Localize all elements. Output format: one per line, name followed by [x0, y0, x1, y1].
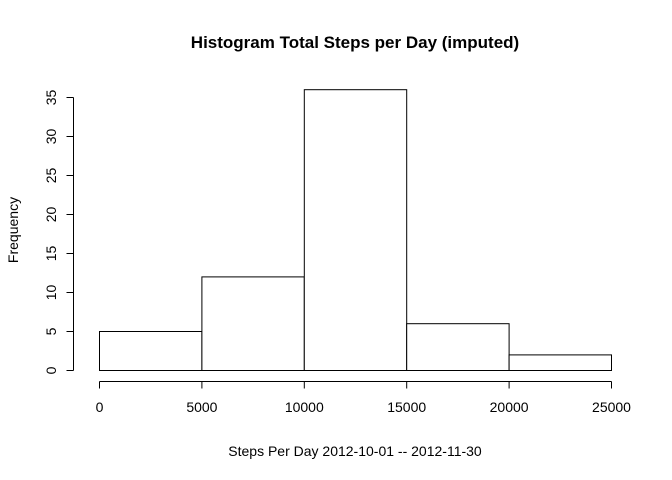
histogram-bar-0 [99, 331, 203, 371]
x-tick-label: 15000 [387, 399, 426, 415]
y-axis: 0 5 10 15 20 25 30 35 [43, 90, 74, 374]
histogram-bar-4 [508, 354, 613, 371]
y-tick-label: 25 [43, 168, 59, 184]
chart-title: Histogram Total Steps per Day (imputed) [191, 33, 519, 52]
y-tick-label: 5 [43, 327, 59, 335]
x-axis: 0 5000 10000 15000 20000 25000 [96, 381, 631, 415]
x-axis-label: Steps Per Day 2012-10-01 -- 2012-11-30 [228, 443, 482, 459]
bars-layer [99, 89, 613, 372]
histogram-bar-3 [406, 323, 510, 372]
x-tick-label: 25000 [592, 399, 631, 415]
y-tick-label: 35 [43, 90, 59, 106]
y-tick-label: 10 [43, 285, 59, 301]
x-tick-label: 20000 [490, 399, 529, 415]
y-axis-label: Frequency [5, 197, 21, 263]
histogram-bar-2 [303, 89, 408, 371]
x-tick-label: 0 [96, 399, 104, 415]
y-tick-label: 0 [43, 366, 59, 374]
x-tick-label: 10000 [285, 399, 324, 415]
y-tick-label: 20 [43, 207, 59, 223]
histogram-bar-1 [201, 276, 305, 371]
x-tick-label: 5000 [186, 399, 217, 415]
y-tick-label: 15 [43, 246, 59, 262]
y-tick-label: 30 [43, 129, 59, 145]
